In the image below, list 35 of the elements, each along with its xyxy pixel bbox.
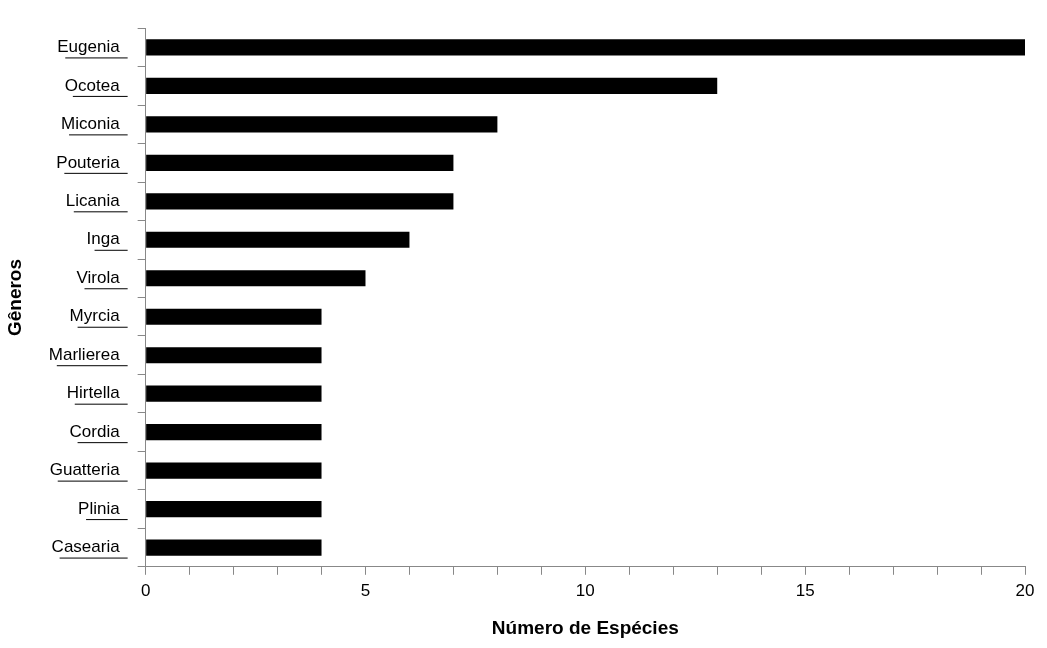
y-tick-label: Marlierea (48, 344, 121, 364)
y-axis-title: Gêneros (3, 258, 25, 337)
bar (146, 347, 322, 364)
x-axis-title: Número de Espécies (491, 616, 679, 638)
y-tick-label: Plinia (78, 498, 121, 518)
bar (146, 77, 718, 94)
bar (146, 231, 410, 248)
bar (146, 154, 454, 171)
y-tick-label: Guatteria (49, 460, 121, 480)
bar (146, 385, 322, 402)
y-tick-label: Virola (76, 267, 121, 287)
x-tick-label: 5 (360, 580, 371, 600)
x-tick-label: 20 (1015, 580, 1035, 600)
x-tick-label: 15 (795, 580, 815, 600)
y-tick-label: Casearia (51, 537, 121, 557)
bar (146, 116, 498, 133)
y-tick-label: Miconia (61, 114, 121, 134)
bar (146, 539, 322, 556)
x-tick-label: 10 (575, 580, 595, 600)
y-tick-label: Cordia (69, 421, 121, 441)
bar (146, 39, 1025, 56)
bar (146, 501, 322, 518)
y-tick-label: Inga (86, 229, 121, 249)
y-tick-label: Licania (65, 191, 121, 211)
bar (146, 308, 322, 325)
y-tick-label: Hirtella (66, 383, 121, 403)
x-tick-label: 0 (140, 580, 151, 600)
bar (146, 424, 322, 441)
y-tick-label: Myrcia (69, 306, 121, 326)
bar (146, 193, 454, 210)
bar (146, 270, 366, 287)
y-tick-label: Ocotea (64, 75, 121, 95)
y-tick-label: Pouteria (56, 152, 121, 172)
bar (146, 462, 322, 479)
y-tick-label: Eugenia (57, 37, 121, 57)
